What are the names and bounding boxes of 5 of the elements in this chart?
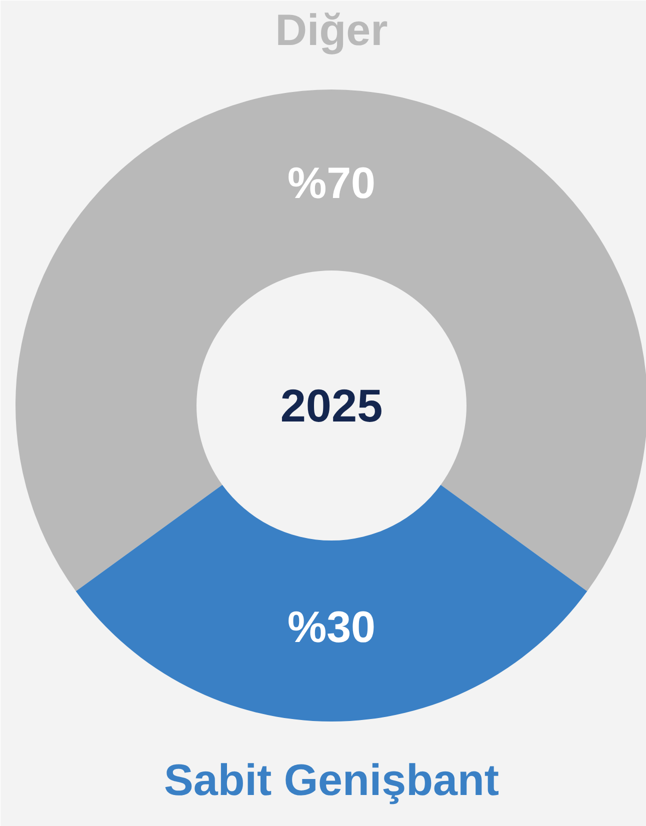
data-label: %70 xyxy=(287,159,376,208)
text: 2025 xyxy=(280,380,383,432)
slice-label: Sabit Genişbant xyxy=(164,756,500,805)
slice-label: Diğer xyxy=(275,6,388,55)
data-label: %30 xyxy=(287,603,376,652)
